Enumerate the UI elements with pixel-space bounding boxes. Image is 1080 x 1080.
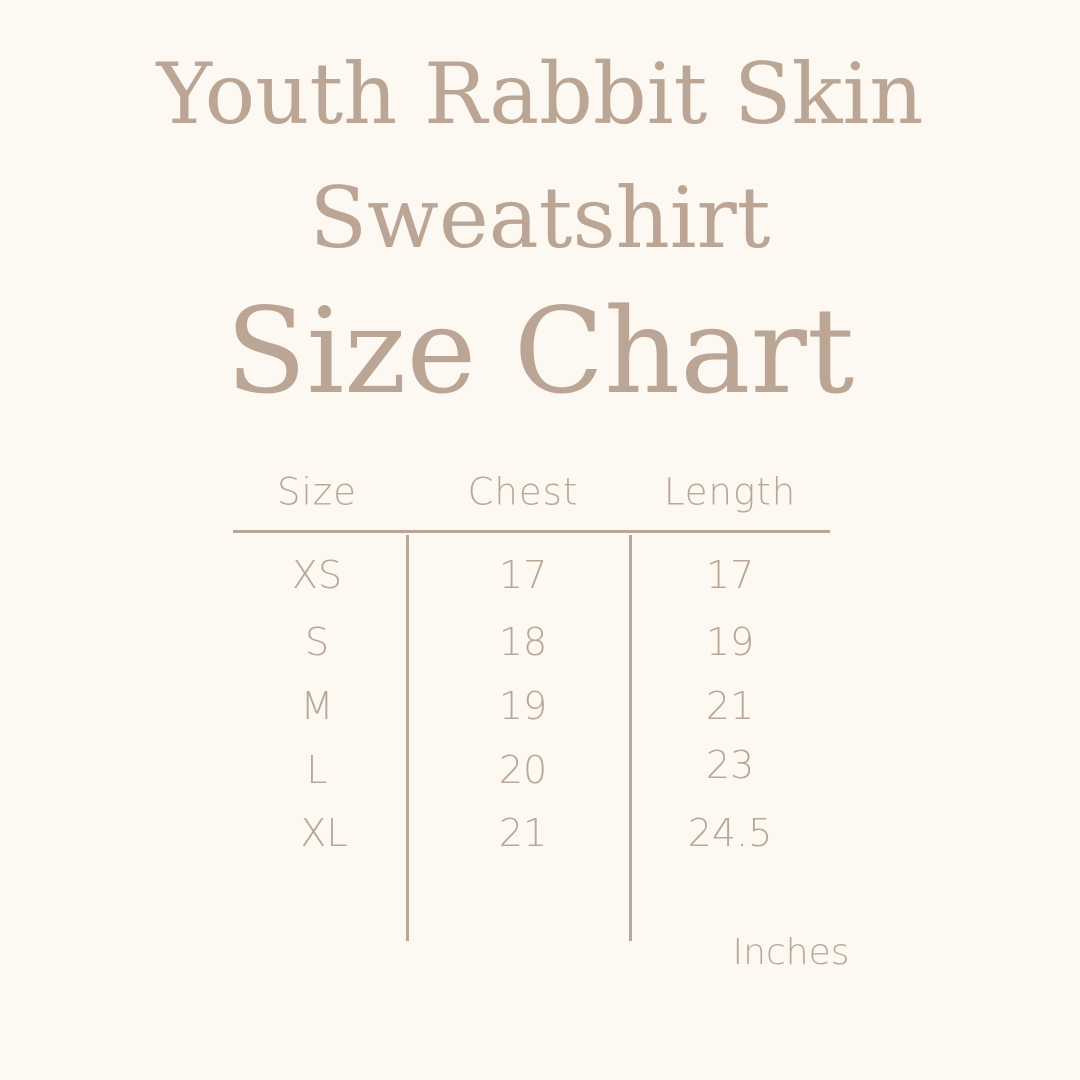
header-length: Length (663, 470, 797, 514)
length-cell: 23 (705, 743, 755, 787)
column-divider-2 (629, 535, 632, 941)
chest-cell: 21 (498, 811, 548, 855)
unit-label: Inches (732, 932, 850, 973)
title-size-chart: Size Chart (225, 282, 855, 420)
chest-cell: 20 (498, 748, 548, 792)
length-cell: 19 (705, 620, 755, 664)
size-cell: S (304, 620, 330, 664)
header-size: Size (277, 470, 357, 514)
chest-cell: 18 (498, 620, 548, 664)
size-cell: XS (291, 553, 343, 597)
title-line-1: Youth Rabbit Skin (156, 45, 924, 143)
size-cell: M (300, 684, 334, 728)
size-cell: L (306, 748, 328, 792)
column-divider-1 (406, 535, 409, 941)
size-cell: XL (300, 811, 348, 855)
length-cell: 21 (705, 684, 755, 728)
header-divider (233, 530, 830, 533)
length-cell: 24.5 (687, 811, 773, 855)
title-line-2: Sweatshirt (309, 169, 771, 267)
chest-cell: 19 (498, 684, 548, 728)
chest-cell: 17 (498, 553, 548, 597)
header-chest: Chest (467, 470, 579, 514)
length-cell: 17 (705, 553, 755, 597)
